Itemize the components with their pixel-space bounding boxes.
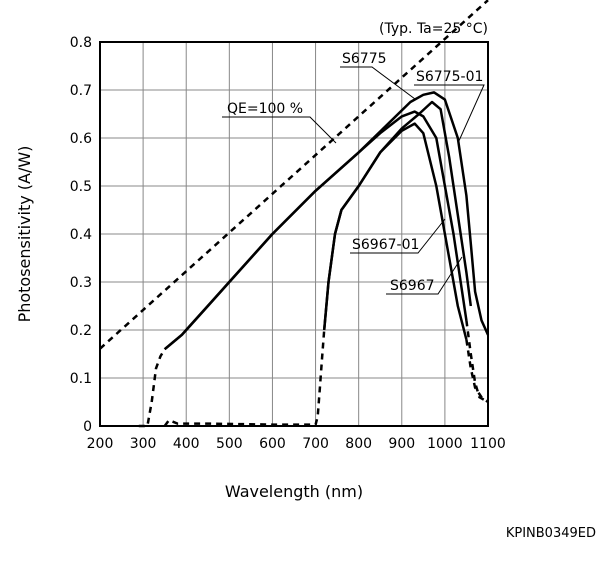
label-s6967: S6967 [390,278,435,294]
x-tick-label: 500 [216,436,243,452]
label-s6775: S6775 [342,51,387,67]
leader-s6775-01 [414,84,485,144]
chart-note: (Typ. Ta=25 °C) [379,21,488,37]
x-tick-label: 1000 [427,436,463,452]
label-s6967-01: S6967-01 [352,237,419,253]
series-s6967-dashed-end [465,339,489,404]
label-qe: QE=100 % [227,101,303,117]
leader-s6967 [386,256,463,295]
document-code: KPINB0349ED [505,526,596,541]
grid [99,41,489,427]
series-s6775-01 [163,91,490,351]
x-tick-label: 300 [130,436,157,452]
x-tick-label: 200 [87,436,114,452]
series-s6967-dashed-start [163,329,326,427]
x-tick-label: 800 [345,436,372,452]
annotation-leaders [222,66,485,295]
series-s6967-01 [322,100,473,331]
x-axis-label: Wavelength (nm) [225,482,363,501]
x-tick-label: 900 [388,436,415,452]
y-tick-label: 0.3 [70,275,92,291]
series-qe-100 [99,0,489,350]
y-axis-label: Photosensitivity (A/W) [15,146,34,323]
x-tick-label: 700 [302,436,329,452]
x-tick-label: 1100 [470,436,506,452]
y-tick-label: 0.4 [70,227,92,243]
leader-s6775 [340,66,416,100]
y-tick-label: 0.6 [70,131,92,147]
series-s6775-dashed-end [465,320,489,404]
y-tick-label: 0.8 [70,35,92,51]
leader-qe [222,116,337,144]
y-tick-label: 0.7 [70,83,92,99]
y-tick-label: 0.5 [70,179,92,195]
label-s6775-01: S6775-01 [416,69,483,85]
plot-frame [99,41,489,427]
y-tick-label: 0 [83,419,92,435]
x-tick-label: 400 [173,436,200,452]
y-tick-label: 0.1 [70,371,92,387]
series-s6775-dashed-start [138,348,166,428]
y-tick-label: 0.2 [70,323,92,339]
leader-s6967-01 [350,218,446,254]
series-lines [99,0,490,428]
tick-labels: 200 300 400 500 600 700 800 900 1000 1100 0 0.1 0.2 0… [70,35,506,452]
x-tick-label: 600 [259,436,286,452]
